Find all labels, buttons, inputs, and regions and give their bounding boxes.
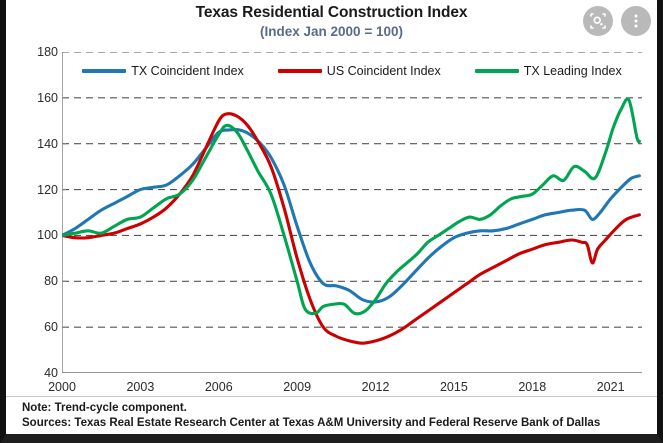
legend-label: TX Leading Index xyxy=(523,64,622,78)
chart-legend: TX Coincident Index US Coincident Index TX… xyxy=(62,61,642,81)
y-axis-tick-label: 100 xyxy=(37,228,58,243)
y-axis-tick-label: 60 xyxy=(44,320,58,335)
series-line xyxy=(62,112,641,345)
legend-swatch xyxy=(277,69,322,73)
x-axis-labels: 2000 2003 2006 2009 2012 2015 2018 2021 xyxy=(48,378,642,398)
y-axis-tick-label: 140 xyxy=(37,136,58,151)
series-line xyxy=(62,97,641,316)
x-axis-tick-label: 2009 xyxy=(283,380,312,394)
y-axis-tick-label: 80 xyxy=(44,274,58,289)
plot-area xyxy=(62,52,642,373)
legend-item[interactable]: TX Leading Index xyxy=(474,64,622,78)
legend-label: TX Coincident Index xyxy=(131,64,244,78)
more-vertical-icon xyxy=(634,14,638,28)
chart-subtitle: (Index Jan 2000 = 100) xyxy=(260,24,403,39)
legend-label: US Coincident Index xyxy=(326,64,441,78)
series-line xyxy=(62,127,641,304)
x-axis-tick-label: 2003 xyxy=(126,380,155,394)
y-axis-tick-label: 160 xyxy=(37,90,58,105)
x-axis-tick-label: 2006 xyxy=(204,380,233,394)
footer-note: Note: Trend-cycle component. xyxy=(22,402,187,414)
x-axis-tick-label: 2012 xyxy=(361,380,390,394)
legend-item[interactable]: TX Coincident Index xyxy=(82,64,244,78)
x-axis-tick-label: 2021 xyxy=(596,380,625,394)
legend-swatch xyxy=(474,69,519,73)
plot-svg xyxy=(62,52,642,373)
lens-icon-button[interactable] xyxy=(583,6,613,36)
page-title: Texas Residential Construction Index xyxy=(195,4,468,21)
y-axis-labels: 40 60 80 100 120 140 160 180 xyxy=(14,45,58,380)
legend-swatch xyxy=(82,69,127,73)
x-axis-tick-label: 2018 xyxy=(518,380,547,394)
chart-canvas: Texas Residential Construction Index (In… xyxy=(6,0,657,434)
legend-item[interactable]: US Coincident Index xyxy=(277,64,441,78)
footer-sources: Sources: Texas Real Estate Research Cent… xyxy=(22,417,601,429)
y-axis-tick-label: 180 xyxy=(37,45,58,59)
y-axis-tick-label: 120 xyxy=(37,182,58,197)
x-axis-tick-label: 2000 xyxy=(48,380,76,394)
chart-footer: Note: Trend-cycle component. Sources: Te… xyxy=(6,396,657,431)
more-options-button[interactable] xyxy=(621,6,651,36)
lens-icon xyxy=(590,13,606,29)
toolbar xyxy=(583,6,651,36)
y-axis-tick-label: 40 xyxy=(44,366,58,380)
x-axis-tick-label: 2015 xyxy=(439,380,468,394)
